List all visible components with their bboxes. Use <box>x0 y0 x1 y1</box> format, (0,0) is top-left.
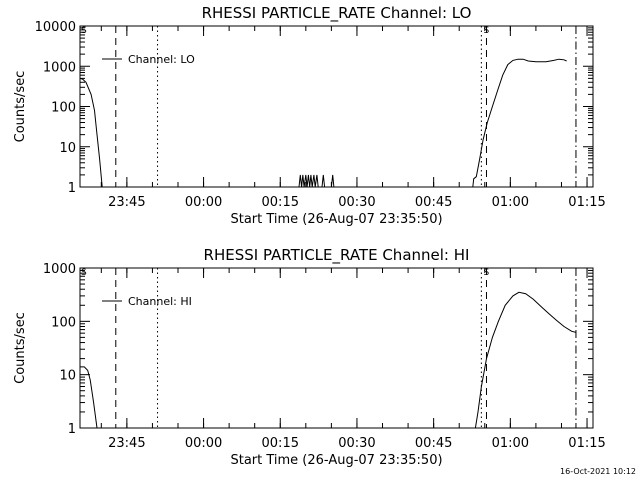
legend-label: Channel: HI <box>128 295 192 308</box>
y-tick-label: 1 <box>68 422 76 437</box>
y-tick-label: 100 <box>51 101 76 116</box>
x-tick-label: 00:00 <box>185 436 222 451</box>
chart-title: RHESSI PARTICLE_RATE Channel: HI <box>204 246 470 265</box>
x-tick-label: 00:45 <box>415 195 452 210</box>
x-tick-label: 01:15 <box>568 195 605 210</box>
y-tick-label: 1000 <box>43 60 76 75</box>
plot-frame <box>79 25 594 188</box>
x-tick-label: 00:15 <box>262 436 299 451</box>
chart-title: RHESSI PARTICLE_RATE Channel: LO <box>202 4 472 23</box>
y-tick-label: 1000 <box>43 262 76 277</box>
x-axis-label: Start Time (26-Aug-07 23:35:50) <box>230 212 442 227</box>
x-axis-label: Start Time (26-Aug-07 23:35:50) <box>230 453 442 468</box>
y-tick-label: 10 <box>59 369 76 384</box>
x-tick-label: 01:00 <box>492 195 529 210</box>
chart-panel-hi: RHESSI PARTICLE_RATE Channel: HI Counts/s… <box>13 246 606 468</box>
series-line-segment <box>472 58 567 188</box>
x-tick-label: 23:45 <box>108 195 145 210</box>
y-tick-label: 10000 <box>35 20 76 35</box>
y-axis-label: Counts/sec <box>13 312 28 384</box>
y-tick-label: 10 <box>59 141 76 156</box>
flag-marker-right: S <box>483 268 489 278</box>
y-axis-label: Counts/sec <box>13 71 28 143</box>
x-tick-label: 00:30 <box>338 436 375 451</box>
chart-panel-lo: RHESSI PARTICLE_RATE Channel: LO Counts/s… <box>13 4 606 227</box>
x-tick-label: 00:30 <box>338 195 375 210</box>
series-line-segment <box>298 174 335 188</box>
x-tick-label: 01:00 <box>492 436 529 451</box>
x-tick-label: 00:15 <box>262 195 299 210</box>
y-tick-label: 1 <box>68 181 76 196</box>
x-tick-label: 00:45 <box>415 436 452 451</box>
flag-marker-left: S <box>81 268 87 278</box>
flag-marker-right: S <box>483 26 489 36</box>
series-line-segment <box>474 291 577 429</box>
y-tick-label: 100 <box>51 315 76 330</box>
series-line-segment <box>79 77 103 188</box>
legend-label: Channel: LO <box>128 53 195 66</box>
x-tick-label: 00:00 <box>185 195 222 210</box>
x-tick-label: 01:15 <box>568 436 605 451</box>
x-tick-label: 23:45 <box>108 436 145 451</box>
series-line-segment <box>80 366 98 429</box>
flag-marker-left: S <box>81 26 87 36</box>
plot-frame <box>79 267 594 429</box>
footer-timestamp: 16-Oct-2021 10:12 <box>560 467 636 476</box>
